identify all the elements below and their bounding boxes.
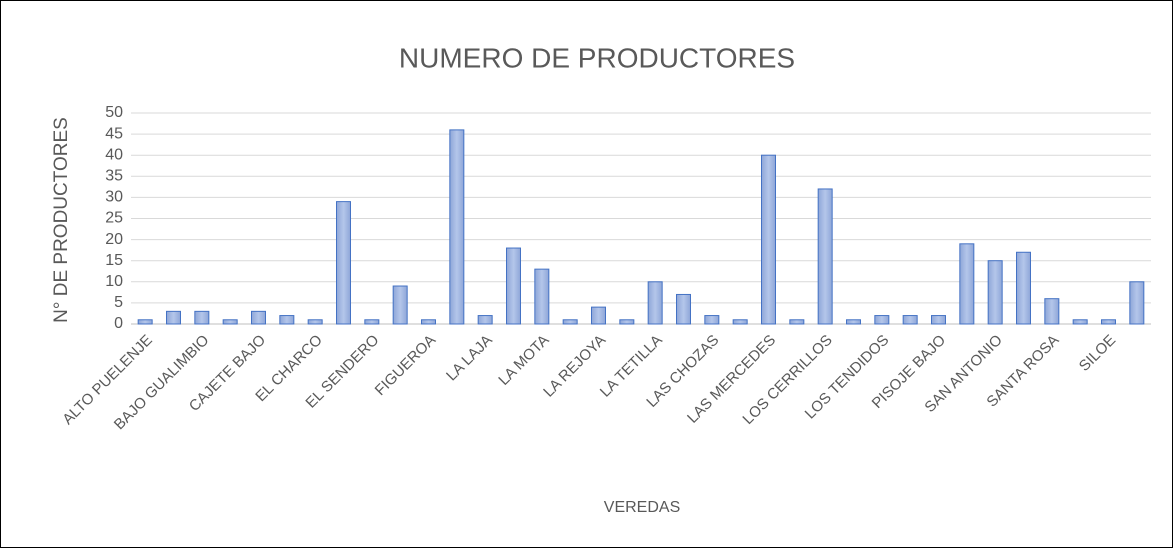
bar xyxy=(336,201,351,325)
bar xyxy=(987,260,1003,325)
y-tick-label: 0 xyxy=(114,315,123,332)
bar xyxy=(364,319,380,325)
bar xyxy=(874,315,890,325)
bar xyxy=(194,310,210,325)
bar xyxy=(449,129,465,325)
bar xyxy=(619,319,635,325)
y-tick-label: 25 xyxy=(105,210,123,227)
bar xyxy=(789,319,805,325)
bar xyxy=(1129,281,1145,325)
bar xyxy=(676,293,691,325)
bar xyxy=(761,154,776,325)
bar xyxy=(1072,319,1088,325)
bar xyxy=(704,315,720,325)
bar xyxy=(506,247,521,325)
bar xyxy=(817,188,833,325)
y-tick-label: 40 xyxy=(105,146,123,163)
bar xyxy=(1044,298,1060,325)
bar xyxy=(222,319,238,325)
bar xyxy=(846,319,861,325)
bar xyxy=(931,315,946,325)
bar xyxy=(591,306,606,325)
bar xyxy=(307,319,323,325)
bar xyxy=(562,319,578,325)
bar xyxy=(166,310,181,325)
bar xyxy=(959,243,975,325)
y-tick-label: 10 xyxy=(105,273,123,290)
bar xyxy=(392,285,408,325)
bar xyxy=(902,315,918,325)
y-tick-label: 30 xyxy=(105,189,123,206)
bar xyxy=(647,281,663,325)
chart-title: NUMERO DE PRODUCTORES xyxy=(399,42,795,73)
bar xyxy=(279,315,295,325)
y-tick-label: 45 xyxy=(105,125,123,142)
bar xyxy=(732,319,748,325)
y-tick-label: 20 xyxy=(105,231,123,248)
bar xyxy=(421,319,436,325)
y-tick-label: 5 xyxy=(114,294,123,311)
bar xyxy=(1101,319,1116,325)
y-axis-title: N° DE PRODUCTORES xyxy=(51,117,72,323)
y-tick-label: 35 xyxy=(105,168,123,185)
bar xyxy=(1016,251,1031,325)
bar xyxy=(251,310,266,325)
bar xyxy=(137,319,153,325)
y-tick-label: 15 xyxy=(105,252,123,269)
x-axis-title: VEREDAS xyxy=(604,499,680,516)
y-tick-label: 50 xyxy=(105,104,123,121)
bar xyxy=(534,268,550,325)
bar xyxy=(477,315,493,325)
